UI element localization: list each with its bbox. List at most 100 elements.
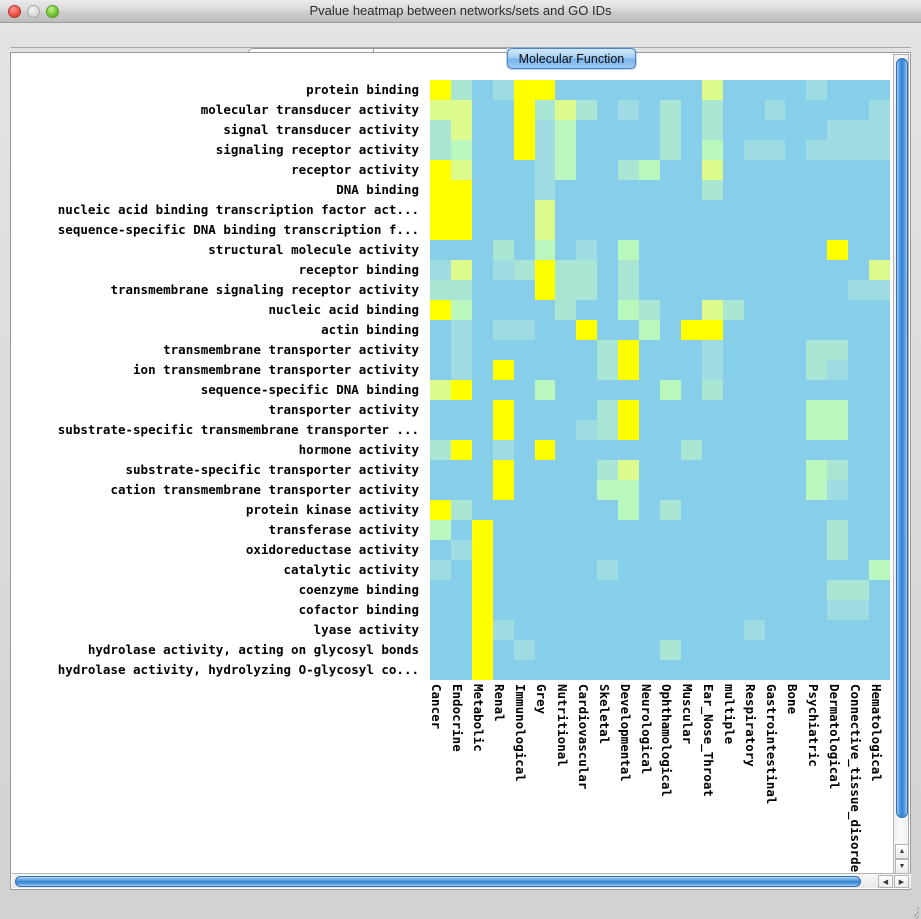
heatmap-cell[interactable] — [555, 100, 577, 120]
heatmap-cell[interactable] — [848, 340, 870, 360]
heatmap-cell[interactable] — [618, 100, 640, 120]
heatmap-cell[interactable] — [785, 240, 807, 260]
heatmap-cell[interactable] — [618, 280, 640, 300]
heatmap-cell[interactable] — [722, 360, 744, 380]
heatmap-cell[interactable] — [471, 440, 493, 460]
heatmap-cell[interactable] — [576, 440, 598, 460]
heatmap-cell[interactable] — [618, 260, 640, 280]
close-button[interactable] — [8, 5, 21, 18]
heatmap-cell[interactable] — [869, 160, 890, 180]
heatmap-cell[interactable] — [806, 480, 828, 500]
heatmap-cell[interactable] — [492, 140, 514, 160]
heatmap-cell[interactable] — [680, 80, 702, 100]
heatmap-cell[interactable] — [806, 140, 828, 160]
heatmap-cell[interactable] — [827, 100, 849, 120]
scroll-left-button[interactable]: ◀ — [878, 875, 893, 888]
heatmap-cell[interactable] — [555, 380, 577, 400]
heatmap-cell[interactable] — [806, 660, 828, 680]
heatmap-cell[interactable] — [618, 160, 640, 180]
heatmap-cell[interactable] — [534, 240, 556, 260]
heatmap-cell[interactable] — [576, 140, 598, 160]
heatmap-cell[interactable] — [659, 620, 681, 640]
heatmap-cell[interactable] — [639, 320, 660, 340]
heatmap-cell[interactable] — [764, 260, 786, 280]
heatmap-cell[interactable] — [869, 240, 890, 260]
heatmap-cell[interactable] — [450, 140, 472, 160]
heatmap-cell[interactable] — [555, 660, 577, 680]
heatmap-cell[interactable] — [618, 600, 640, 620]
heatmap-cell[interactable] — [785, 160, 807, 180]
heatmap-cell[interactable] — [785, 200, 807, 220]
heatmap-cell[interactable] — [597, 500, 619, 520]
heatmap-cell[interactable] — [722, 440, 744, 460]
heatmap-cell[interactable] — [513, 140, 535, 160]
heatmap-cell[interactable] — [827, 640, 849, 660]
heatmap-cell[interactable] — [659, 440, 681, 460]
heatmap-cell[interactable] — [430, 400, 451, 420]
heatmap-cell[interactable] — [722, 560, 744, 580]
heatmap-cell[interactable] — [534, 480, 556, 500]
heatmap-cell[interactable] — [743, 480, 765, 500]
heatmap-cell[interactable] — [576, 460, 598, 480]
heatmap-cell[interactable] — [639, 280, 660, 300]
heatmap-cell[interactable] — [827, 80, 849, 100]
heatmap-cell[interactable] — [639, 140, 660, 160]
heatmap-cell[interactable] — [785, 180, 807, 200]
heatmap-cell[interactable] — [534, 140, 556, 160]
heatmap-cell[interactable] — [659, 520, 681, 540]
heatmap-cell[interactable] — [576, 200, 598, 220]
heatmap-cell[interactable] — [827, 380, 849, 400]
heatmap-cell[interactable] — [764, 640, 786, 660]
heatmap-cell[interactable] — [764, 320, 786, 340]
heatmap-cell[interactable] — [597, 180, 619, 200]
heatmap-cell[interactable] — [701, 480, 723, 500]
heatmap-cell[interactable] — [576, 400, 598, 420]
heatmap-cell[interactable] — [659, 280, 681, 300]
heatmap-cell[interactable] — [597, 320, 619, 340]
heatmap-cell[interactable] — [618, 300, 640, 320]
heatmap-cell[interactable] — [471, 220, 493, 240]
heatmap-cell[interactable] — [869, 380, 890, 400]
heatmap-cell[interactable] — [701, 240, 723, 260]
heatmap-cell[interactable] — [639, 660, 660, 680]
heatmap-cell[interactable] — [597, 80, 619, 100]
heatmap-cell[interactable] — [659, 240, 681, 260]
heatmap-cell[interactable] — [597, 540, 619, 560]
heatmap-cell[interactable] — [534, 300, 556, 320]
heatmap-cell[interactable] — [764, 120, 786, 140]
heatmap-cell[interactable] — [534, 540, 556, 560]
heatmap-cell[interactable] — [659, 640, 681, 660]
heatmap-cell[interactable] — [722, 520, 744, 540]
heatmap-cell[interactable] — [659, 400, 681, 420]
heatmap-cell[interactable] — [597, 280, 619, 300]
heatmap-cell[interactable] — [743, 120, 765, 140]
heatmap-cell[interactable] — [743, 160, 765, 180]
heatmap-cell[interactable] — [597, 200, 619, 220]
heatmap-cell[interactable] — [701, 540, 723, 560]
heatmap-cell[interactable] — [639, 300, 660, 320]
heatmap-cell[interactable] — [806, 80, 828, 100]
heatmap-cell[interactable] — [701, 460, 723, 480]
heatmap-cell[interactable] — [534, 260, 556, 280]
heatmap-cell[interactable] — [492, 280, 514, 300]
heatmap-cell[interactable] — [534, 120, 556, 140]
heatmap-cell[interactable] — [743, 260, 765, 280]
scroll-up-button[interactable]: ▲ — [895, 844, 909, 859]
heatmap-cell[interactable] — [576, 120, 598, 140]
heatmap-cell[interactable] — [618, 240, 640, 260]
heatmap-cell[interactable] — [827, 160, 849, 180]
heatmap-cell[interactable] — [701, 120, 723, 140]
heatmap-cell[interactable] — [430, 540, 451, 560]
heatmap-cell[interactable] — [576, 100, 598, 120]
heatmap-cell[interactable] — [534, 520, 556, 540]
heatmap-cell[interactable] — [639, 200, 660, 220]
heatmap-cell[interactable] — [492, 220, 514, 240]
heatmap-cell[interactable] — [513, 200, 535, 220]
heatmap-cell[interactable] — [513, 320, 535, 340]
heatmap-cell[interactable] — [659, 500, 681, 520]
heatmap-cell[interactable] — [639, 400, 660, 420]
heatmap-cell[interactable] — [430, 180, 451, 200]
heatmap-cell[interactable] — [701, 300, 723, 320]
heatmap-cell[interactable] — [869, 140, 890, 160]
heatmap-cell[interactable] — [827, 440, 849, 460]
